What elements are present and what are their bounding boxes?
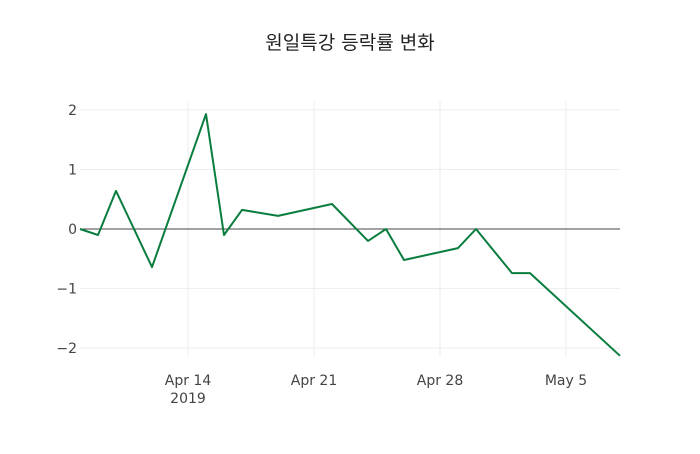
- y-tick-label: 0: [68, 222, 77, 238]
- y-tick-label: −2: [56, 341, 77, 357]
- y-tick-label: 2: [68, 103, 77, 119]
- series-line: [79, 113, 621, 357]
- y-tick-label: 1: [68, 162, 77, 178]
- x-tick-sublabel: 2019: [170, 391, 206, 407]
- x-tick-label: Apr 14: [165, 373, 212, 389]
- x-tick-label: Apr 21: [291, 373, 337, 389]
- x-tick-label: May 5: [545, 373, 587, 389]
- y-tick-label: −1: [56, 282, 77, 298]
- x-tick-label: Apr 28: [417, 373, 463, 389]
- chart-title: 원일특강 등락률 변화: [265, 32, 434, 54]
